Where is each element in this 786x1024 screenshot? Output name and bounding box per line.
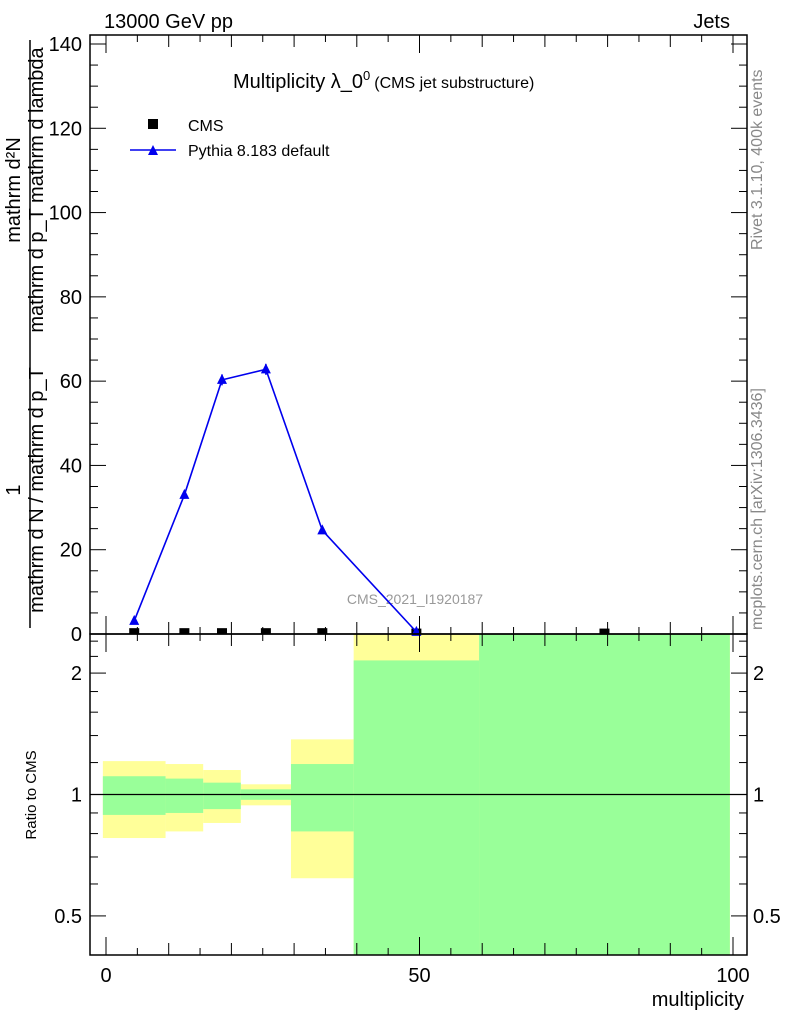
pythia-point bbox=[260, 363, 271, 374]
pythia-point bbox=[129, 614, 140, 625]
legend-cms-marker bbox=[148, 119, 158, 129]
ratio-y-tick-label-right: 2 bbox=[753, 663, 764, 685]
y-tick-label: 80 bbox=[60, 287, 82, 309]
svg-text:mathrm d²N: mathrm d²N bbox=[3, 137, 25, 243]
header-right: Jets bbox=[693, 11, 730, 33]
y-tick-label: 140 bbox=[49, 34, 82, 56]
pythia-point bbox=[179, 488, 190, 499]
mcplots-label: mcplots.cern.ch [arXiv:1306.3436] bbox=[749, 388, 766, 630]
ratio-y-tick-label: 0.5 bbox=[54, 906, 82, 928]
watermark: CMS_2021_I1920187 bbox=[347, 591, 483, 607]
y-tick-label: 60 bbox=[60, 371, 82, 393]
cms-point bbox=[260, 628, 271, 635]
ratio-y-tick-label-right: 0.5 bbox=[753, 906, 781, 928]
cms-point bbox=[599, 628, 610, 635]
cms-point bbox=[179, 628, 190, 635]
ratio-band-inner bbox=[165, 778, 204, 813]
ratio-band-inner bbox=[353, 660, 480, 955]
ratio-y-tick-label-right: 1 bbox=[753, 785, 764, 807]
pythia-point bbox=[216, 373, 227, 384]
chart-title: Multiplicity λ_00 (CMS jet substructure) bbox=[233, 68, 534, 93]
cms-point bbox=[317, 628, 328, 635]
ratio-y-tick-label: 1 bbox=[71, 785, 82, 807]
ratio-band-inner bbox=[290, 764, 354, 832]
y-tick-label: 40 bbox=[60, 455, 82, 477]
pythia-line bbox=[133, 368, 417, 633]
y-tick-label: 100 bbox=[49, 203, 82, 225]
legend-pythia-marker bbox=[148, 145, 158, 155]
y-tick-label: 120 bbox=[49, 118, 82, 140]
svg-text:mathrm d p_T mathrm d lambda: mathrm d p_T mathrm d lambda bbox=[26, 46, 48, 332]
pythia-point bbox=[317, 524, 328, 535]
x-tick-label: 0 bbox=[100, 965, 111, 987]
x-tick-label: 50 bbox=[408, 965, 430, 987]
ratio-y-label: Ratio to CMS bbox=[23, 750, 40, 839]
rivet-label: Rivet 3.1.10, 400k events bbox=[749, 69, 766, 250]
y-tick-label: 0 bbox=[71, 624, 82, 646]
ratio-band-inner bbox=[102, 776, 166, 815]
header-left: 13000 GeV pp bbox=[104, 11, 233, 33]
svg-text:1: 1 bbox=[3, 484, 25, 495]
ratio-band-inner bbox=[203, 782, 241, 810]
legend-cms-label: CMS bbox=[188, 118, 224, 135]
legend: CMS Pythia 8.183 default bbox=[130, 118, 330, 160]
x-tick-label: 100 bbox=[716, 965, 749, 987]
svg-text:mathrm d N / mathrm d p_T: mathrm d N / mathrm d p_T bbox=[26, 367, 48, 613]
y-tick-label: 20 bbox=[60, 540, 82, 562]
x-axis-label: multiplicity bbox=[652, 989, 744, 1011]
y-axis-label: 1 mathrm d N / mathrm d p_T mathrm d²N m… bbox=[3, 40, 48, 628]
legend-pythia-label: Pythia 8.183 default bbox=[188, 143, 330, 160]
cms-point bbox=[216, 628, 227, 635]
ratio-y-tick-label: 2 bbox=[71, 663, 82, 685]
cms-point bbox=[129, 628, 140, 635]
